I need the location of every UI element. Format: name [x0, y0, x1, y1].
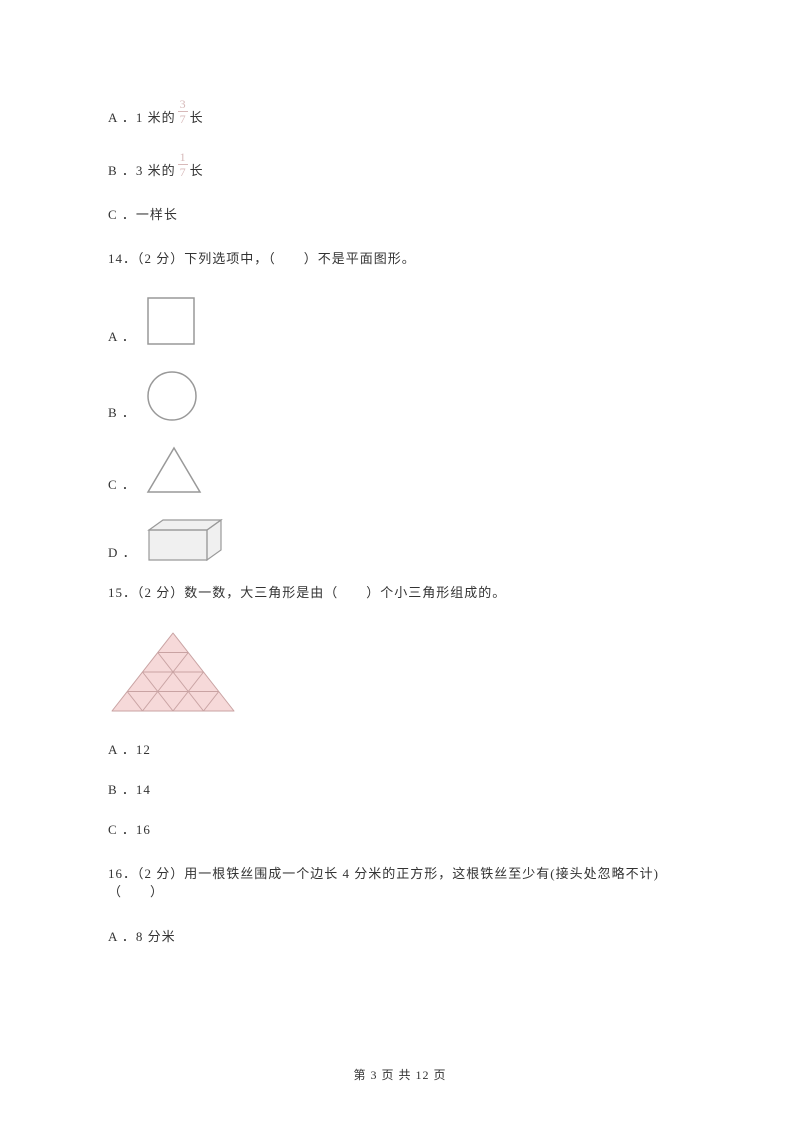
option-label: C ．: [108, 476, 136, 496]
question-text: 14．（2 分）下列选项中，（ ）不是平面图形。: [108, 250, 416, 268]
fraction-num: 3: [178, 98, 188, 112]
option-text: C ．一样长: [108, 206, 178, 224]
fraction-den: 7: [178, 165, 188, 178]
q13-option-c: C ．一样长: [108, 206, 700, 224]
fraction-3-7: 3 7: [178, 98, 188, 125]
option-text: B ．3 米的: [108, 162, 176, 180]
fraction-num: 1: [178, 151, 188, 165]
option-text: B ．14: [108, 781, 151, 799]
fraction-1-7: 1 7: [178, 151, 188, 178]
q15-option-b: B ．14: [108, 781, 700, 799]
cuboid-icon: [145, 516, 227, 564]
triangle-icon: [144, 444, 204, 496]
option-text: A ．1 米的: [108, 109, 176, 127]
option-label: A ．: [108, 328, 136, 348]
option-text-tail: 长: [190, 162, 204, 180]
question-text: 15．（2 分）数一数，大三角形是由（ ）个小三角形组成的。: [108, 584, 506, 602]
q13-option-b: B ．3 米的 1 7 长: [108, 153, 700, 180]
option-label: D ．: [108, 544, 137, 564]
square-icon: [144, 294, 198, 348]
option-text: C ．16: [108, 821, 151, 839]
q15-option-a: A ．12: [108, 741, 700, 759]
q15-figure: [108, 629, 700, 715]
q15-stem: 15．（2 分）数一数，大三角形是由（ ）个小三角形组成的。: [108, 584, 700, 602]
q14-option-c: C ．: [108, 444, 700, 496]
q16-stem: 16．（2 分）用一根铁丝围成一个边长 4 分米的正方形，这根铁丝至少有(接头处…: [108, 865, 700, 901]
q14-option-a: A ．: [108, 294, 700, 348]
option-text: A ．8 分米: [108, 928, 176, 946]
q14-option-b: B ．: [108, 368, 700, 424]
big-triangle-icon: [108, 629, 238, 715]
circle-icon: [144, 368, 200, 424]
fraction-den: 7: [178, 112, 188, 125]
q14-option-d: D ．: [108, 516, 700, 564]
option-text: A ．12: [108, 741, 151, 759]
q14-stem: 14．（2 分）下列选项中，（ ）不是平面图形。: [108, 250, 700, 268]
page-number: 第 3 页 共 12 页: [353, 1068, 446, 1082]
option-text-tail: 长: [190, 109, 204, 127]
page-footer: 第 3 页 共 12 页: [0, 1067, 800, 1084]
q15-option-c: C ．16: [108, 821, 700, 839]
q16-option-a: A ．8 分米: [108, 928, 700, 946]
q13-option-a: A ．1 米的 3 7 长: [108, 100, 700, 127]
option-label: B ．: [108, 404, 136, 424]
question-text: 16．（2 分）用一根铁丝围成一个边长 4 分米的正方形，这根铁丝至少有(接头处…: [108, 865, 700, 901]
